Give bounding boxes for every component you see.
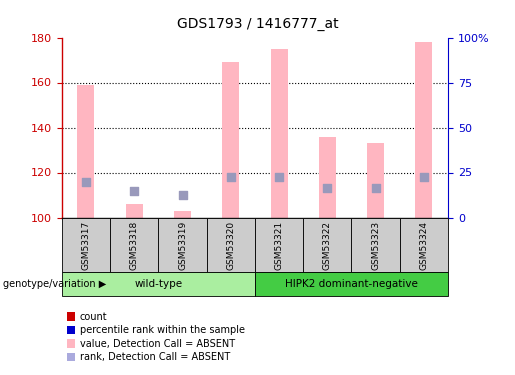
Text: GSM53323: GSM53323	[371, 221, 380, 270]
Text: count: count	[80, 312, 108, 321]
Point	[371, 185, 380, 191]
Bar	[77, 85, 94, 218]
Bar	[303, 217, 351, 272]
Bar	[255, 272, 448, 296]
Text: genotype/variation ▶: genotype/variation ▶	[3, 279, 106, 289]
Point	[178, 192, 186, 198]
Text: GSM53324: GSM53324	[419, 221, 428, 270]
Bar	[207, 217, 255, 272]
Bar	[62, 217, 110, 272]
Text: GSM53321: GSM53321	[274, 221, 284, 270]
Point	[227, 174, 235, 180]
Point	[130, 188, 139, 194]
Bar	[159, 217, 207, 272]
Bar	[62, 272, 255, 296]
Text: HIPK2 dominant-negative: HIPK2 dominant-negative	[285, 279, 418, 289]
Text: GSM53319: GSM53319	[178, 221, 187, 270]
Point	[323, 185, 332, 191]
Bar	[270, 49, 287, 217]
Point	[82, 178, 90, 184]
Text: GSM53318: GSM53318	[130, 221, 139, 270]
Bar	[367, 143, 384, 218]
Bar	[351, 217, 400, 272]
Point	[275, 174, 283, 180]
Text: wild-type: wild-type	[134, 279, 182, 289]
Bar	[126, 204, 143, 218]
Text: GSM53317: GSM53317	[81, 221, 91, 270]
Text: GSM53322: GSM53322	[323, 221, 332, 270]
Bar	[222, 62, 239, 217]
Text: percentile rank within the sample: percentile rank within the sample	[80, 325, 245, 335]
Text: GSM53320: GSM53320	[226, 221, 235, 270]
Bar	[255, 217, 303, 272]
Bar	[416, 42, 433, 218]
Bar	[174, 211, 191, 218]
Text: value, Detection Call = ABSENT: value, Detection Call = ABSENT	[80, 339, 235, 348]
Bar	[110, 217, 159, 272]
Text: GDS1793 / 1416777_at: GDS1793 / 1416777_at	[177, 17, 338, 31]
Text: rank, Detection Call = ABSENT: rank, Detection Call = ABSENT	[80, 352, 230, 362]
Bar	[319, 136, 336, 218]
Bar	[400, 217, 448, 272]
Point	[420, 174, 428, 180]
